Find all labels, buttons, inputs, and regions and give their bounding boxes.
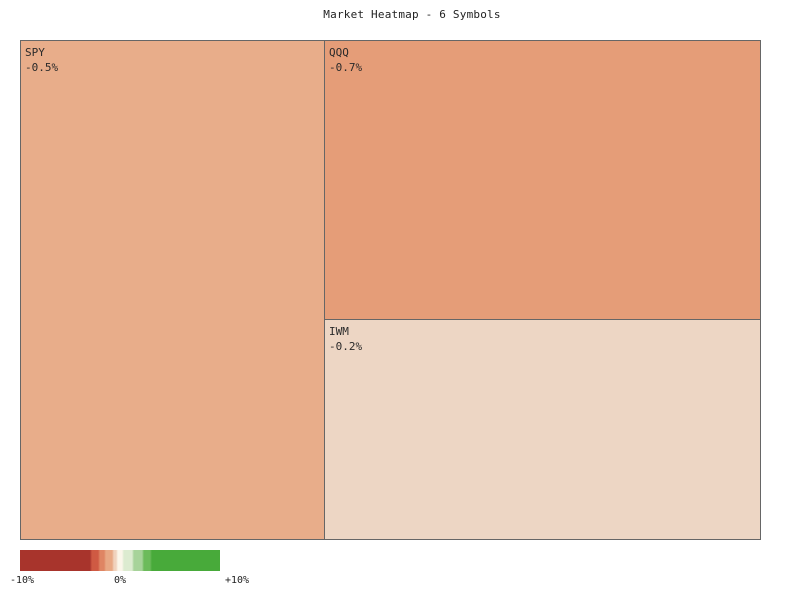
tile-symbol: IWM	[329, 325, 349, 338]
tile-symbol: QQQ	[329, 46, 349, 59]
chart-title: Market Heatmap - 6 Symbols	[323, 8, 501, 21]
tile-qqq[interactable]: QQQ -0.7%	[324, 40, 761, 320]
tile-label: QQQ -0.7%	[329, 45, 362, 75]
treemap: SPY -0.5% QQQ -0.7% IWM -0.2%	[20, 40, 761, 540]
tile-change: -0.5%	[25, 61, 59, 74]
tile-iwm[interactable]: IWM -0.2%	[324, 319, 761, 540]
tile-symbol: SPY	[25, 46, 45, 59]
color-scale-bar	[20, 550, 220, 571]
tile-change: -0.2%	[329, 340, 363, 353]
legend-mid-label: 0%	[114, 575, 127, 586]
tile-spy[interactable]: SPY -0.5%	[20, 40, 325, 540]
tile-change: -0.7%	[329, 61, 363, 74]
legend-max-label: +10%	[225, 575, 250, 586]
tile-label: IWM -0.2%	[329, 324, 362, 354]
legend-min-label: -10%	[10, 575, 35, 586]
tile-label: SPY -0.5%	[25, 45, 58, 75]
